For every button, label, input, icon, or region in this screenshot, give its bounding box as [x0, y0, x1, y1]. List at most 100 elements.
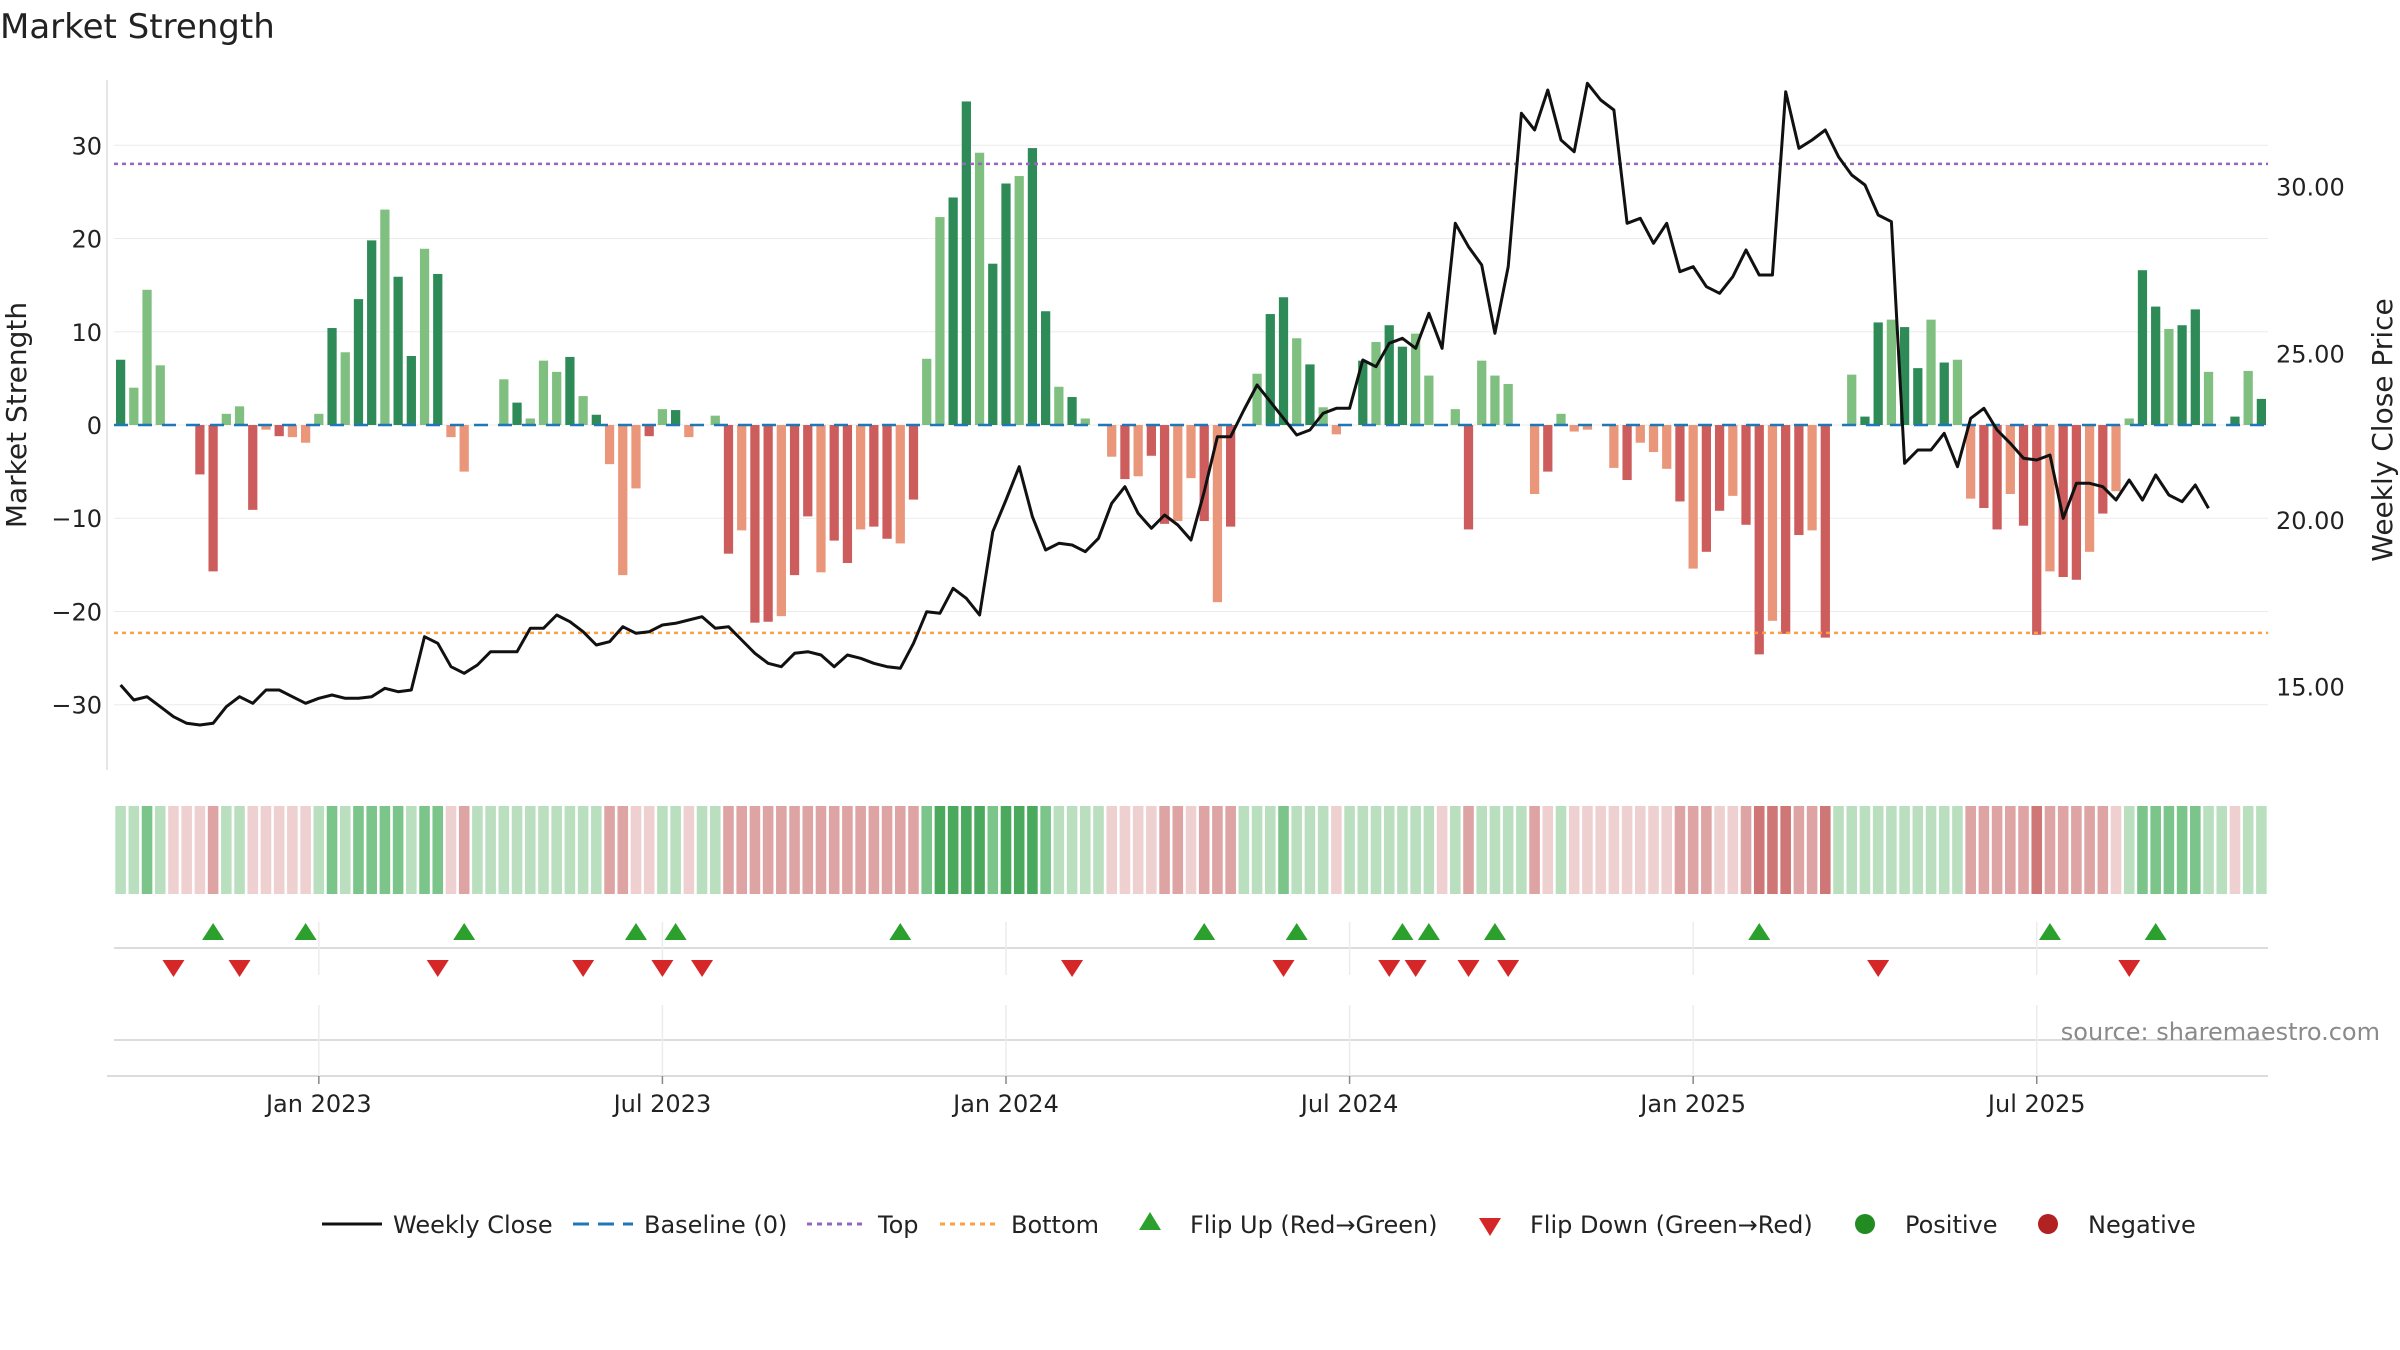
- strength-bar-negative: [604, 425, 615, 465]
- regime-cell-negative: [1132, 806, 1144, 894]
- regime-cell-negative: [194, 806, 206, 894]
- regime-cell-positive: [1040, 806, 1051, 894]
- regime-cell-negative: [2057, 806, 2069, 894]
- regime-cell-positive: [921, 806, 932, 894]
- regime-cell-negative: [1635, 806, 1646, 894]
- strength-bar-positive: [393, 276, 403, 425]
- strength-bar-positive: [129, 387, 139, 425]
- regime-cell-positive: [1357, 806, 1369, 894]
- strength-bar-positive: [142, 289, 152, 425]
- regime-cell-positive: [1489, 806, 1501, 894]
- strength-bar-positive: [948, 197, 958, 425]
- strength-bar-negative: [446, 425, 456, 438]
- strength-bars: [115, 101, 2267, 655]
- legend-negative: Negative: [2088, 1211, 2196, 1239]
- regime-cell-negative: [1701, 806, 1712, 894]
- regime-cell-positive: [2190, 806, 2201, 894]
- strength-bar-negative: [763, 425, 773, 622]
- strength-bar-positive: [380, 209, 390, 425]
- regime-cell-positive: [1846, 806, 1858, 894]
- strength-bar-positive: [1292, 338, 1302, 425]
- regime-cell-positive: [1410, 806, 1421, 894]
- legend-flip-up-icon: [1139, 1212, 1161, 1230]
- regime-cell-negative: [181, 806, 192, 894]
- flip-down-marker: [1867, 960, 1890, 977]
- regime-cell-negative: [1529, 806, 1540, 894]
- flip-up-marker: [664, 923, 687, 940]
- strength-bar-negative: [908, 425, 919, 500]
- strength-bar-positive: [406, 356, 416, 425]
- strength-bar-negative: [1226, 425, 1236, 527]
- regime-cell-positive: [2242, 806, 2254, 894]
- strength-bar-negative: [882, 425, 892, 539]
- strength-bar-negative: [1820, 425, 1830, 638]
- regime-cell-negative: [1674, 806, 1686, 894]
- regime-cell-positive: [974, 806, 985, 894]
- regime-cell-negative: [445, 806, 457, 894]
- strength-bar-negative: [1159, 425, 1170, 524]
- regime-cell-negative: [1740, 806, 1752, 894]
- strength-bar-positive: [367, 240, 377, 425]
- legend-weekly-close: Weekly Close: [393, 1211, 553, 1239]
- regime-cell-negative: [1106, 806, 1117, 894]
- strength-bar-negative: [1701, 425, 1711, 552]
- strength-bar-positive: [1450, 409, 1460, 425]
- source-credit: source: sharemaestro.com: [2061, 1018, 2380, 1046]
- regime-cell-negative: [247, 806, 259, 894]
- regime-cell-negative: [1648, 806, 1659, 894]
- strength-bar-negative: [2058, 425, 2068, 577]
- strength-bar-negative: [1992, 425, 2002, 530]
- strength-bar-negative: [1648, 425, 1659, 453]
- strength-bar-positive: [419, 248, 430, 425]
- flip-down-marker: [228, 960, 251, 977]
- strength-bar-negative: [1199, 425, 1209, 522]
- strength-bar-negative: [829, 425, 839, 541]
- regime-cell-positive: [1317, 806, 1329, 894]
- regime-cell-positive: [472, 806, 483, 894]
- regime-cell-positive: [1423, 806, 1435, 894]
- strength-bar-negative: [1173, 425, 1183, 522]
- left-tick-label: −20: [51, 598, 102, 626]
- strength-bar-positive: [1067, 397, 1077, 425]
- regime-cell-positive: [1344, 806, 1355, 894]
- legend: Weekly Close Baseline (0) Top Bottom Fli…: [322, 1211, 2196, 1239]
- flip-up-marker: [453, 923, 476, 940]
- regime-cell-positive: [1859, 806, 1871, 894]
- regime-cell-positive: [1251, 806, 1263, 894]
- left-tick-label: 0: [87, 412, 102, 440]
- regime-cell-negative: [1820, 806, 1831, 894]
- strength-bar-negative: [2084, 425, 2095, 552]
- regime-cell-positive: [511, 806, 523, 894]
- strength-bar-positive: [1252, 373, 1262, 425]
- regime-cell-negative: [2031, 806, 2043, 894]
- strength-bar-positive: [2124, 418, 2134, 425]
- strength-bar-negative: [842, 425, 853, 563]
- strength-bar-negative: [1107, 425, 1117, 457]
- regime-cell-negative: [881, 806, 893, 894]
- flip-up-marker: [202, 923, 225, 940]
- strength-bar-negative: [300, 425, 311, 443]
- regime-cell-negative: [300, 806, 311, 894]
- strength-bar-positive: [2151, 306, 2161, 425]
- regime-cell-negative: [776, 806, 787, 894]
- strength-bar-positive: [1318, 407, 1328, 425]
- strength-bar-negative: [1966, 425, 1976, 499]
- flip-down-marker: [1404, 960, 1427, 977]
- strength-bar-positive: [552, 371, 562, 425]
- regime-cell-positive: [1000, 806, 1012, 894]
- regime-cell-negative: [1991, 806, 2003, 894]
- regime-cell-negative: [1727, 806, 1739, 894]
- flip-down-marker: [1457, 960, 1480, 977]
- strength-bar-positive: [1041, 311, 1051, 425]
- regime-cell-positive: [1053, 806, 1065, 894]
- regime-cell-negative: [736, 806, 747, 894]
- strength-bar-negative: [1807, 425, 1817, 531]
- strength-bar-positive: [1397, 346, 1408, 425]
- strength-bar-positive: [1358, 360, 1368, 425]
- regime-cell-positive: [934, 806, 946, 894]
- legend-flip-down-icon: [1479, 1218, 1501, 1236]
- strength-bar-negative: [2018, 425, 2029, 526]
- regime-cell-positive: [406, 806, 417, 894]
- regime-cell-negative: [1621, 806, 1633, 894]
- regime-cell-negative: [1661, 806, 1673, 894]
